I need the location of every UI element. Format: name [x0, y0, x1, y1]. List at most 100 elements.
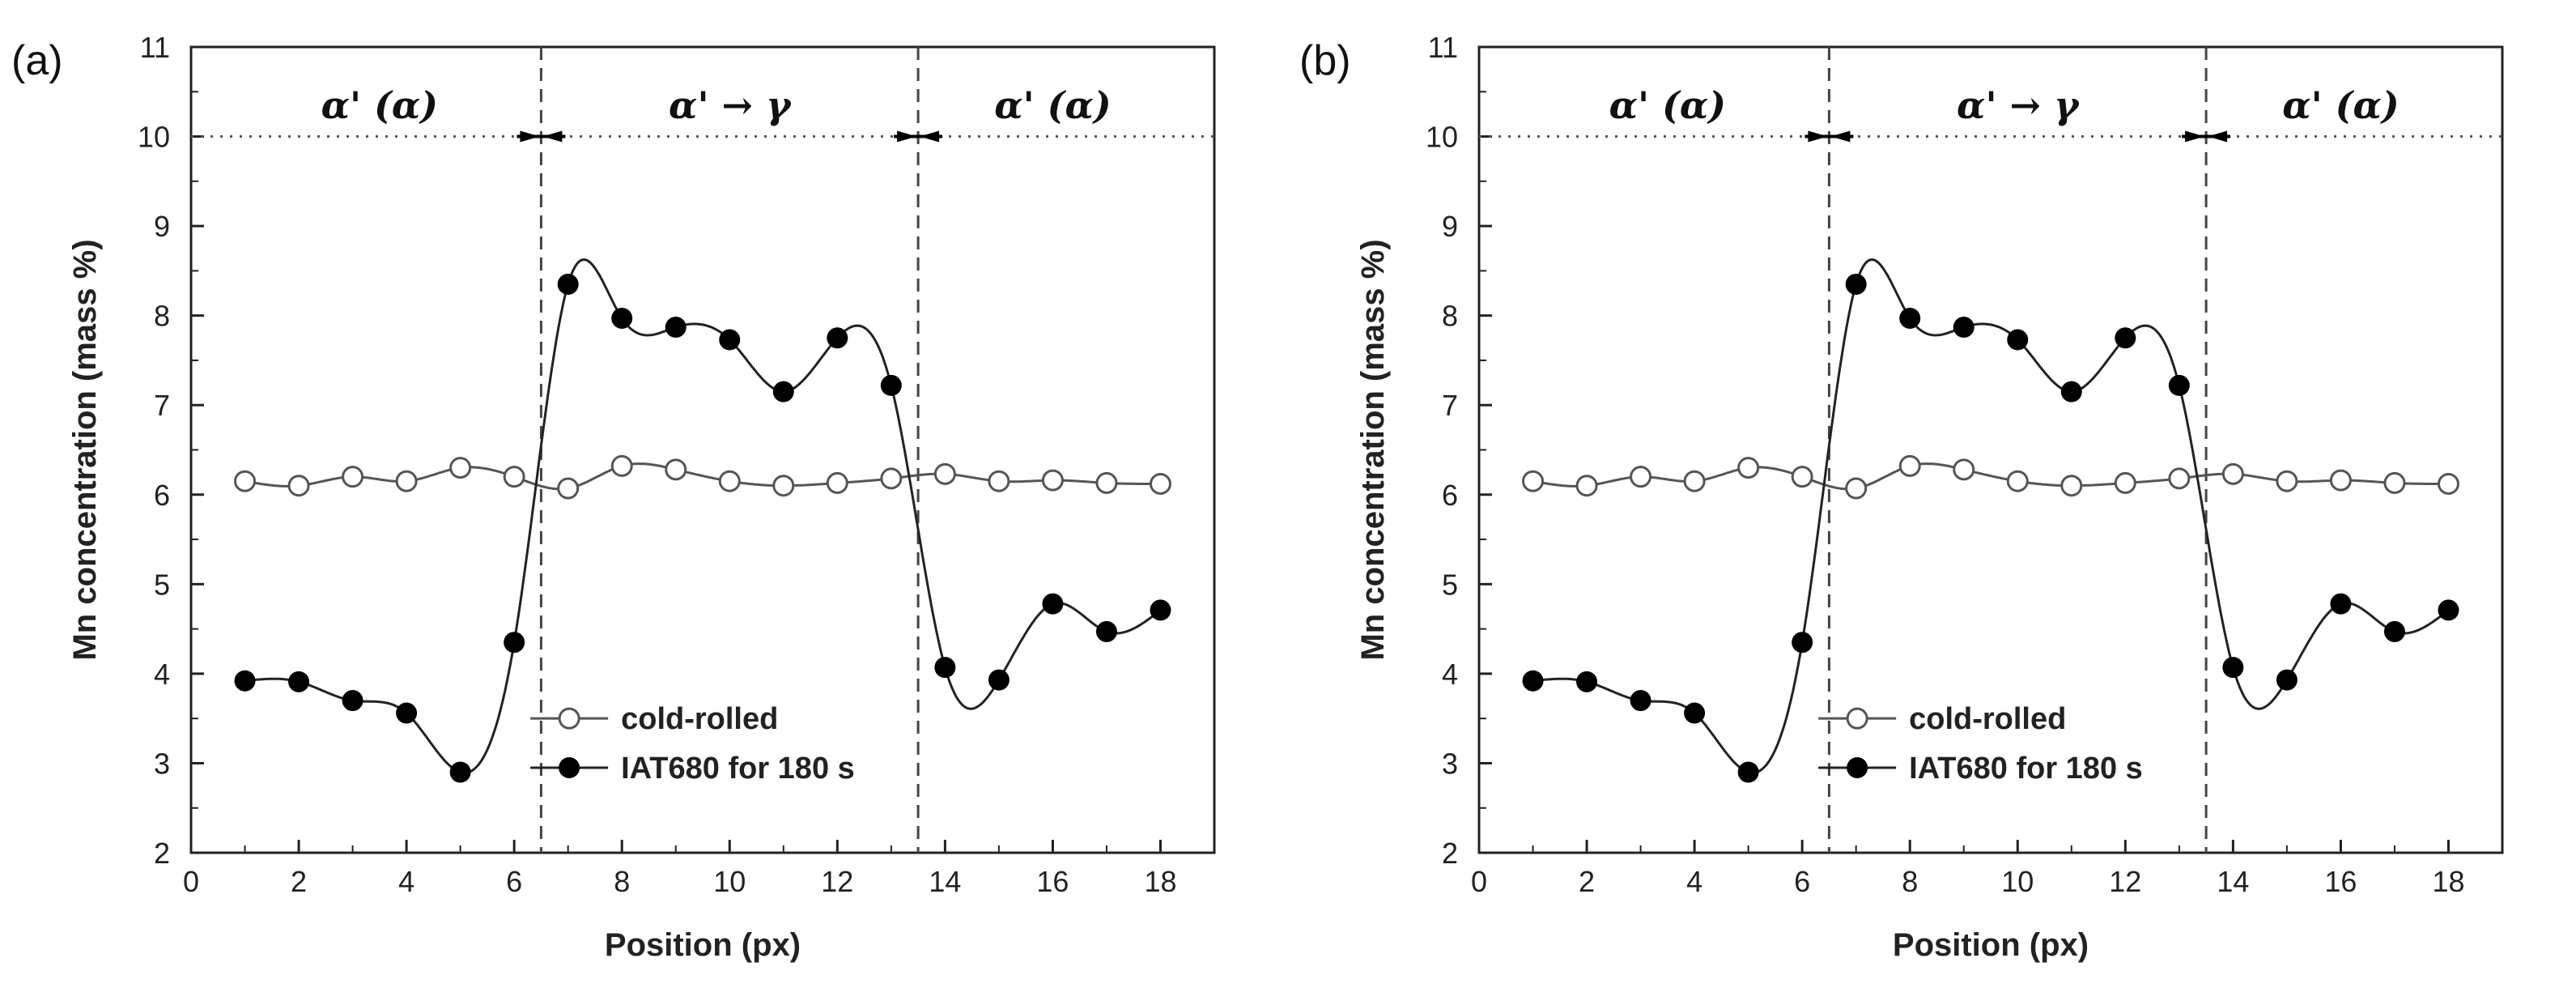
y-tick-label: 5 [154, 568, 170, 601]
y-tick-label: 4 [1442, 658, 1458, 691]
y-tick-label: 9 [1442, 210, 1458, 243]
x-tick-label: 10 [2001, 865, 2034, 898]
data-point-iat680 [396, 702, 418, 724]
y-tick-label: 7 [154, 389, 170, 422]
chart-panel-b: 0 2 4 6 8 10 12 14 16 18 2 3 4 5 6 7 8 9 10 11 Position (px)… [1288, 0, 2576, 1005]
region-label: α' (α) [994, 83, 1111, 127]
y-tick-label: 7 [1442, 389, 1458, 422]
data-point-iat680 [880, 374, 902, 396]
legend-label: IAT680 for 180 s [1909, 752, 2143, 786]
data-point-iat680 [2438, 599, 2459, 621]
data-point-iat680 [611, 307, 633, 329]
data-point-cold-rolled [2221, 462, 2244, 485]
y-tick-label: 3 [154, 747, 170, 780]
x-tick-label: 6 [1794, 865, 1810, 898]
data-point-cold-rolled [2060, 475, 2083, 497]
data-point-cold-rolled [772, 475, 795, 497]
x-tick-label: 16 [1036, 865, 1069, 898]
data-point-cold-rolled [826, 471, 848, 494]
data-point-cold-rolled [342, 466, 364, 488]
data-point-iat680 [1630, 690, 1651, 712]
data-point-cold-rolled [395, 470, 418, 492]
data-point-cold-rolled [880, 467, 903, 490]
data-point-iat680 [1845, 273, 1867, 295]
x-axis-title: Position (px) [1893, 927, 2089, 963]
data-point-iat680 [1684, 702, 1706, 724]
data-point-cold-rolled [1898, 454, 1921, 477]
legend-label: cold-rolled [621, 702, 778, 736]
y-tick-label: 10 [1426, 121, 1458, 154]
data-point-iat680 [2115, 327, 2136, 349]
data-point-cold-rolled [1575, 475, 1598, 497]
data-point-cold-rolled [1095, 471, 1118, 494]
y-tick-label: 6 [154, 479, 170, 512]
x-tick-label: 2 [1579, 865, 1595, 898]
x-tick-label: 18 [2432, 865, 2464, 898]
data-point-iat680 [934, 657, 956, 679]
y-tick-label: 4 [154, 658, 170, 691]
data-point-cold-rolled [287, 475, 310, 497]
region-label: α' → γ [1957, 83, 2081, 127]
x-tick-label: 4 [1686, 865, 1702, 898]
data-point-iat680 [2060, 381, 2082, 402]
y-tick-label: 9 [154, 210, 170, 243]
data-point-cold-rolled [1737, 457, 1760, 479]
series-line-cold-rolled [1532, 462, 2449, 491]
y-tick-label: 3 [1442, 747, 1458, 780]
data-point-iat680 [2276, 669, 2298, 691]
x-tick-label: 8 [614, 865, 630, 898]
x-tick-label: 16 [2324, 865, 2357, 898]
panel-label: (b) [1299, 37, 1351, 84]
data-point-cold-rolled [2114, 471, 2136, 494]
data-point-iat680 [772, 381, 794, 402]
data-point-iat680 [2222, 657, 2244, 679]
data-point-iat680 [504, 632, 525, 654]
y-tick-label: 2 [1442, 837, 1458, 870]
legend-label: cold-rolled [1909, 702, 2066, 736]
data-point-iat680 [2007, 329, 2029, 351]
x-tick-label: 8 [1902, 865, 1918, 898]
data-point-iat680 [988, 669, 1010, 691]
data-point-cold-rolled [1683, 470, 1706, 492]
data-point-cold-rolled [933, 462, 956, 485]
y-tick-label: 6 [1442, 479, 1458, 512]
data-point-cold-rolled [610, 454, 633, 477]
data-point-iat680 [665, 317, 687, 339]
data-point-cold-rolled [2276, 470, 2298, 492]
data-point-iat680 [1042, 593, 1064, 615]
data-point-iat680 [557, 273, 579, 295]
data-point-iat680 [2168, 374, 2190, 396]
data-point-iat680 [1792, 632, 1813, 654]
data-point-iat680 [1576, 671, 1598, 692]
data-point-iat680 [342, 690, 363, 712]
series-line-iat680 [244, 258, 1162, 774]
data-point-cold-rolled [2006, 470, 2029, 492]
data-point-cold-rolled [1630, 466, 1652, 488]
legend-label: IAT680 for 180 s [621, 752, 855, 786]
series-line-cold-rolled [244, 462, 1161, 491]
data-point-cold-rolled [718, 470, 741, 492]
y-tick-label: 11 [1428, 31, 1458, 64]
x-tick-label: 4 [398, 865, 414, 898]
data-point-cold-rolled [988, 470, 1010, 492]
x-tick-label: 2 [291, 865, 307, 898]
data-point-cold-rolled [234, 470, 257, 492]
x-tick-label: 10 [713, 865, 746, 898]
y-tick-label: 8 [1442, 300, 1458, 333]
data-point-cold-rolled [503, 466, 525, 488]
data-point-iat680 [1150, 599, 1171, 621]
data-point-iat680 [2330, 593, 2352, 615]
data-point-cold-rolled [1791, 466, 1813, 488]
data-point-iat680 [1953, 317, 1975, 339]
data-point-iat680 [1899, 307, 1921, 329]
legend-marker-iat680 [1847, 756, 1868, 778]
y-axis-title: Mn concentration (mass %) [67, 239, 103, 660]
x-axis-title: Position (px) [605, 927, 801, 963]
y-tick-label: 10 [138, 121, 170, 154]
x-tick-label: 0 [183, 865, 199, 898]
x-tick-label: 14 [2217, 865, 2249, 898]
data-point-cold-rolled [1845, 477, 1868, 500]
y-axis-title: Mn concentration (mass %) [1355, 239, 1391, 660]
panel-label: (a) [11, 37, 63, 84]
